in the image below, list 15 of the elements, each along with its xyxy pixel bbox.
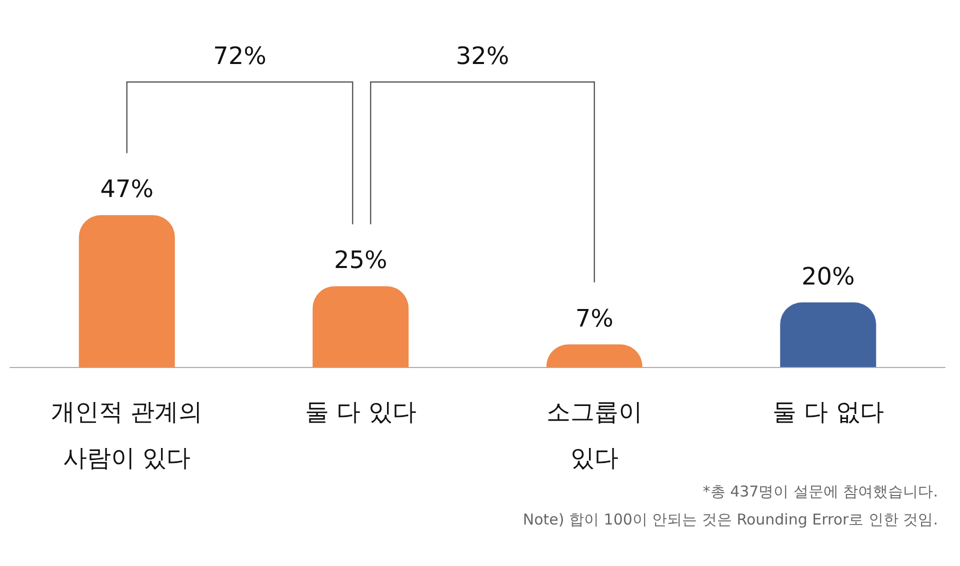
bar [780, 302, 876, 367]
data-label: 20% [801, 262, 855, 290]
x-tick-label: 둘 다 있다 [304, 398, 416, 426]
data-label: 25% [334, 246, 388, 274]
bar [312, 286, 409, 367]
text: 72% [213, 42, 266, 70]
x-tick-label: 개인적 관계의 사람이 있다 [51, 398, 203, 472]
data-label: 47% [100, 175, 154, 204]
bar [78, 215, 175, 367]
text: Note) 합이 100이 안되는 것은 Rounding Error로 인한 것임. [522, 510, 938, 528]
data-label: 7% [575, 304, 614, 332]
text: *총 437명이 설문에 참여했습니다. [702, 482, 938, 500]
text: 32% [456, 42, 510, 70]
x-tick-label: 둘 다 없다 [772, 398, 884, 426]
x-tick-label: 소그룹이 있다 [546, 398, 642, 472]
